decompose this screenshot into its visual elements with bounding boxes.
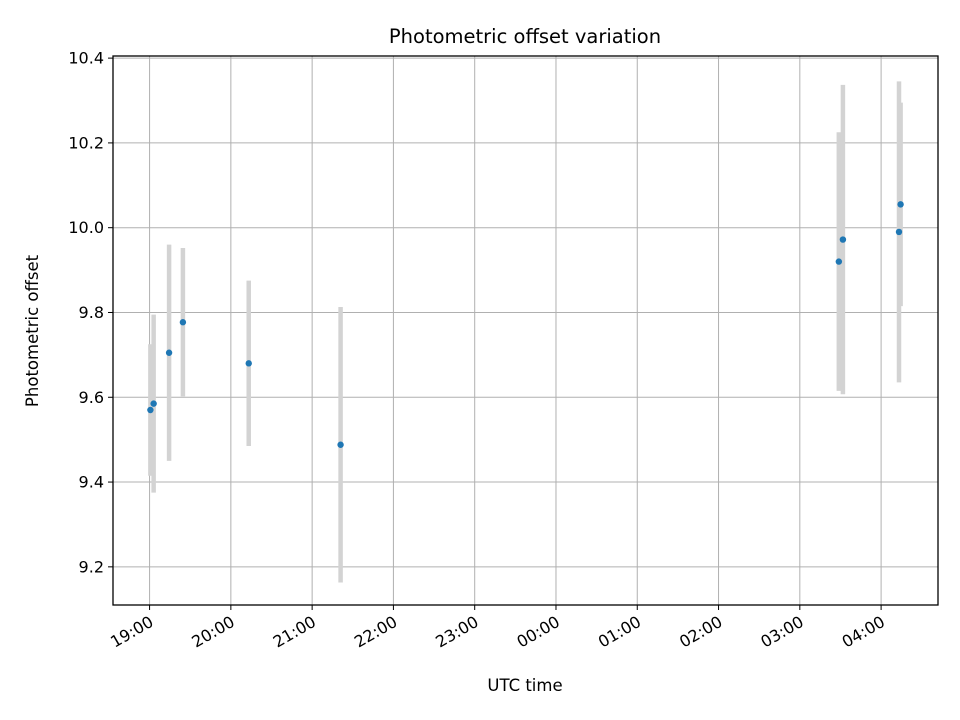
data-point — [895, 228, 903, 236]
y-tick-label: 9.4 — [79, 473, 104, 492]
x-tick-label: 21:00 — [270, 612, 319, 652]
data-point — [165, 349, 173, 356]
x-tick-label: 22:00 — [351, 612, 400, 652]
y-tick-label: 10.4 — [68, 49, 104, 68]
x-tick-label: 01:00 — [595, 612, 644, 652]
y-tick-label: 10.2 — [68, 133, 104, 152]
x-tick-label: 19:00 — [107, 612, 156, 652]
x-tick-label: 04:00 — [839, 612, 888, 652]
data-point — [839, 236, 847, 243]
data-point — [150, 400, 157, 407]
y-axis-label: Photometric offset — [23, 254, 42, 407]
plot-frame — [112, 55, 939, 606]
data-point — [179, 319, 187, 326]
y-tick-label: 9.8 — [79, 303, 104, 322]
data-point — [245, 360, 252, 367]
x-tick-label: 02:00 — [676, 612, 725, 652]
x-tick-label: 00:00 — [514, 612, 563, 652]
x-axis-label: UTC time — [487, 676, 562, 695]
data-point — [897, 201, 904, 208]
x-tick-label: 23:00 — [432, 612, 481, 652]
y-tick-label: 10.0 — [68, 218, 104, 237]
x-tick-label: 20:00 — [188, 612, 237, 652]
data-point — [337, 441, 344, 448]
y-tick-label: 9.2 — [79, 557, 104, 576]
y-tick-label: 9.6 — [79, 388, 104, 407]
grid — [113, 56, 938, 605]
chart-title: Photometric offset variation — [389, 25, 661, 48]
data-points — [147, 201, 904, 448]
y-axis-ticks: 9.2 9.4 9.6 9.8 10.0 10.2 10.4 — [68, 49, 113, 576]
data-point — [147, 406, 154, 414]
x-axis-ticks: 19:00 20:00 21:00 22:00 23:00 00:00 01:00 02:00… — [107, 605, 888, 652]
x-tick-label: 03:00 — [757, 612, 806, 652]
data-point — [835, 258, 843, 265]
errorbars — [148, 81, 903, 583]
